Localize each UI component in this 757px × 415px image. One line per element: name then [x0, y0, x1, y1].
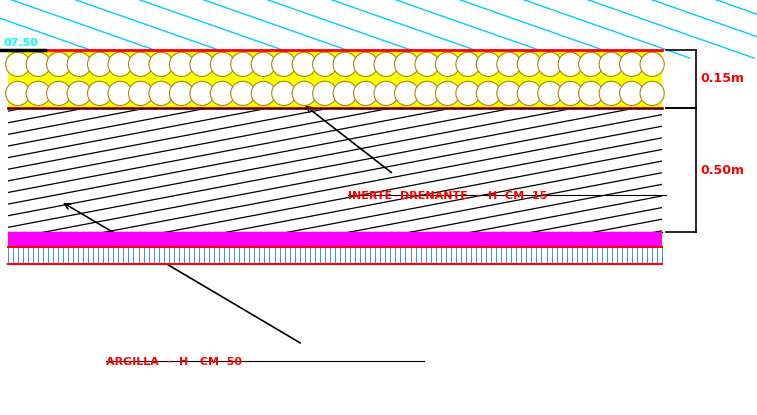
Ellipse shape [517, 52, 541, 76]
Ellipse shape [394, 81, 419, 105]
Ellipse shape [313, 52, 337, 76]
Ellipse shape [88, 81, 112, 105]
Ellipse shape [640, 52, 664, 76]
Ellipse shape [599, 52, 623, 76]
Ellipse shape [354, 81, 378, 105]
Ellipse shape [190, 81, 214, 105]
Ellipse shape [333, 81, 357, 105]
Ellipse shape [619, 81, 643, 105]
Ellipse shape [374, 81, 398, 105]
Ellipse shape [149, 81, 173, 105]
Ellipse shape [435, 81, 459, 105]
Ellipse shape [108, 52, 132, 76]
Ellipse shape [640, 81, 664, 105]
Ellipse shape [517, 81, 541, 105]
Ellipse shape [537, 52, 562, 76]
Ellipse shape [67, 52, 92, 76]
Ellipse shape [333, 52, 357, 76]
Ellipse shape [47, 52, 71, 76]
Text: 07.50: 07.50 [4, 38, 39, 48]
Text: 0.15m: 0.15m [700, 72, 744, 85]
Ellipse shape [47, 81, 71, 105]
Ellipse shape [292, 52, 316, 76]
Ellipse shape [251, 52, 276, 76]
Ellipse shape [272, 81, 296, 105]
Ellipse shape [394, 52, 419, 76]
Ellipse shape [170, 52, 194, 76]
Ellipse shape [456, 81, 480, 105]
Ellipse shape [354, 52, 378, 76]
Text: ARGILLA  -  H   CM  50: ARGILLA - H CM 50 [106, 357, 242, 367]
Ellipse shape [251, 81, 276, 105]
Ellipse shape [415, 52, 439, 76]
Bar [8, 50, 662, 108]
Ellipse shape [129, 52, 153, 76]
Ellipse shape [149, 52, 173, 76]
Ellipse shape [292, 81, 316, 105]
Ellipse shape [578, 81, 603, 105]
Ellipse shape [558, 81, 582, 105]
Ellipse shape [456, 52, 480, 76]
Bar [8, 247, 662, 264]
Ellipse shape [210, 52, 235, 76]
Ellipse shape [231, 52, 255, 76]
Ellipse shape [537, 81, 562, 105]
Ellipse shape [374, 52, 398, 76]
Ellipse shape [476, 52, 500, 76]
Ellipse shape [26, 52, 51, 76]
Ellipse shape [190, 52, 214, 76]
Ellipse shape [558, 52, 582, 76]
Ellipse shape [272, 52, 296, 76]
Ellipse shape [231, 81, 255, 105]
Ellipse shape [129, 81, 153, 105]
Ellipse shape [415, 81, 439, 105]
Ellipse shape [435, 52, 459, 76]
Ellipse shape [599, 81, 623, 105]
Bar [8, 108, 662, 232]
Ellipse shape [578, 52, 603, 76]
Ellipse shape [88, 52, 112, 76]
Ellipse shape [6, 52, 30, 76]
Ellipse shape [497, 81, 521, 105]
Text: INERTE  DRENANTE  -  H  CM  15: INERTE DRENANTE - H CM 15 [348, 191, 547, 201]
Ellipse shape [6, 81, 30, 105]
Bar [8, 232, 662, 247]
Ellipse shape [26, 81, 51, 105]
Ellipse shape [67, 81, 92, 105]
Ellipse shape [170, 81, 194, 105]
Ellipse shape [497, 52, 521, 76]
Ellipse shape [210, 81, 235, 105]
Text: 0.50m: 0.50m [700, 164, 744, 177]
Ellipse shape [619, 52, 643, 76]
Ellipse shape [313, 81, 337, 105]
Ellipse shape [108, 81, 132, 105]
Ellipse shape [476, 81, 500, 105]
